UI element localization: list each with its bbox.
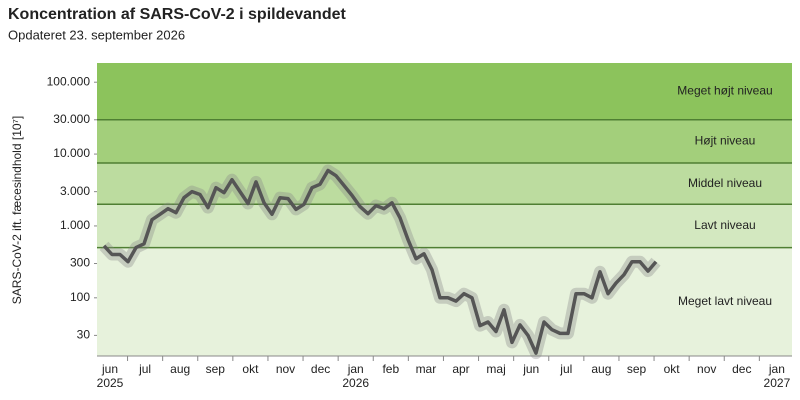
y-tick-label: 100.000 (47, 74, 91, 88)
x-tick-label: aug (170, 362, 190, 376)
x-tick-label: jul (138, 362, 151, 376)
x-tick-label: jun (101, 362, 118, 376)
level-label: Meget højt niveau (677, 84, 772, 98)
y-tick-label: 30.000 (53, 112, 90, 126)
x-tick-label: maj (486, 362, 505, 376)
chart-subtitle: Opdateret 23. september 2026 (8, 27, 185, 42)
y-tick-label: 100 (70, 290, 90, 304)
x-tick-label: feb (382, 362, 399, 376)
y-tick-label: 300 (70, 256, 90, 270)
level-band (97, 204, 792, 248)
level-band (97, 63, 792, 120)
y-tick-label: 10.000 (53, 146, 90, 160)
x-tick-label: jul (559, 362, 572, 376)
series-line (102, 168, 658, 355)
x-tick-label: dec (311, 362, 330, 376)
y-axis-label: SARS-CoV-2 ift. fæcesindhold [10⁷] (10, 116, 24, 304)
x-tick-label: mar (416, 362, 437, 376)
x-tick-label: nov (697, 362, 716, 376)
y-tick-label: 30 (77, 328, 91, 342)
level-band (97, 247, 792, 356)
x-year-label: 2026 (342, 376, 369, 390)
x-tick-label: sep (627, 362, 647, 376)
x-tick-label: nov (276, 362, 295, 376)
level-band (97, 119, 792, 164)
level-label: Meget lavt niveau (678, 294, 772, 308)
x-tick-label: aug (591, 362, 611, 376)
chart-title: Koncentration af SARS-CoV-2 i spildevand… (8, 6, 347, 23)
x-tick-label: apr (452, 362, 469, 376)
x-tick-label: jan (768, 362, 785, 376)
x-tick-label: dec (732, 362, 751, 376)
level-label: Middel niveau (688, 176, 762, 190)
level-label: Højt niveau (695, 134, 756, 148)
y-tick-label: 1.000 (60, 218, 90, 232)
x-tick-label: okt (242, 362, 259, 376)
x-tick-label: jun (522, 362, 539, 376)
x-tick-label: jan (347, 362, 364, 376)
x-year-label: 2027 (764, 376, 791, 390)
y-tick-label: 3.000 (60, 184, 90, 198)
level-label: Lavt niveau (694, 218, 755, 232)
x-tick-label: sep (206, 362, 226, 376)
x-tick-label: okt (664, 362, 681, 376)
x-year-label: 2025 (97, 376, 124, 390)
